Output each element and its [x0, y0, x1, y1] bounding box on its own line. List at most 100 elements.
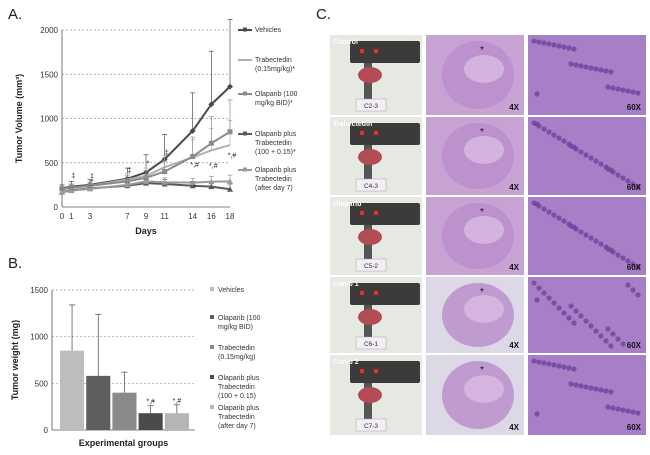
- legend-label: Olaparib plus Trabectedin (100 + 0.15)*: [255, 131, 297, 156]
- cell-nucleus: [541, 290, 547, 296]
- cell-nucleus: [593, 328, 599, 334]
- legend-label: Olaparib (100 mg/kg BID)*: [255, 91, 298, 107]
- cell-nucleus: [578, 229, 584, 235]
- bar-1: [86, 375, 111, 430]
- magnification-label: 60X: [627, 103, 642, 112]
- panel-b-label: B.: [8, 255, 23, 272]
- cell-nucleus: [630, 261, 636, 267]
- necrotic-region: [464, 375, 504, 403]
- cell-nucleus: [620, 341, 626, 347]
- cell-nucleus: [605, 326, 611, 332]
- cell-nucleus: [625, 258, 631, 264]
- legend-label: Trabectedin (0.15mg/kg)*: [255, 57, 295, 73]
- y-tick-label: 1000: [30, 333, 48, 342]
- magnification-label: 4X: [509, 423, 519, 432]
- caliper-icon: [350, 41, 420, 63]
- cell-nucleus: [546, 41, 552, 47]
- significance-annotation: *: [193, 184, 196, 191]
- cell-nucleus: [635, 292, 641, 298]
- magnification-label: 60X: [627, 423, 642, 432]
- cell-nucleus: [566, 365, 572, 371]
- sample-id: C6-1: [364, 341, 378, 348]
- group-label: Control: [333, 39, 358, 46]
- group-label: Comb 1: [333, 281, 359, 288]
- data-point: [189, 179, 196, 186]
- cell-nucleus: [531, 358, 537, 364]
- data-point: [162, 169, 168, 175]
- cell-nucleus: [593, 158, 599, 164]
- necrotic-region: [464, 295, 504, 323]
- legend-label: Olaparib plus Trabectedin (after day 7): [255, 167, 297, 192]
- cell-nucleus: [561, 138, 567, 144]
- cell-nucleus: [635, 410, 641, 416]
- cell-nucleus: [598, 387, 604, 393]
- cell-nucleus: [608, 167, 614, 173]
- cell-nucleus: [620, 407, 626, 413]
- cell-nucleus: [635, 184, 641, 190]
- x-tick-label: 7: [125, 212, 130, 221]
- cell-nucleus: [541, 360, 547, 366]
- cell-nucleus: [541, 126, 547, 132]
- data-point: [143, 178, 149, 184]
- cell-nucleus: [615, 172, 621, 178]
- x-axis-title: Experimental groups: [79, 438, 169, 448]
- caliper-display-dot: [360, 211, 364, 215]
- cell-nucleus: [566, 45, 572, 51]
- data-point: [59, 189, 65, 195]
- tumor-specimen: [358, 229, 382, 245]
- cell-nucleus: [541, 206, 547, 212]
- cell-nucleus: [578, 149, 584, 155]
- cell-nucleus: [588, 65, 594, 71]
- cell-nucleus: [593, 66, 599, 72]
- cell-nucleus: [615, 252, 621, 258]
- sample-id: C4-3: [364, 183, 378, 190]
- cell-nucleus: [608, 69, 614, 75]
- cell-nucleus: [551, 42, 557, 48]
- cell-nucleus: [546, 361, 552, 367]
- bar-2: [112, 392, 137, 430]
- cell-nucleus: [573, 382, 579, 388]
- y-tick-label: 2000: [40, 26, 58, 35]
- cell-nucleus: [608, 247, 614, 253]
- data-point: [227, 178, 233, 184]
- data-point: [227, 186, 233, 192]
- legend-label: Olaparib (100 mg/kg BID): [218, 315, 261, 331]
- cell-nucleus: [598, 333, 604, 339]
- magnification-label: 60X: [627, 263, 642, 272]
- y-axis-title: Tumor Volume (mm³): [14, 74, 24, 163]
- cell-nucleus: [561, 364, 567, 370]
- data-point: [161, 179, 168, 185]
- cell-nucleus: [534, 411, 540, 417]
- cell-nucleus: [536, 39, 542, 45]
- x-axis-title: Days: [135, 226, 157, 236]
- cell-nucleus: [635, 90, 641, 96]
- x-tick-label: 14: [188, 212, 197, 221]
- caliper-display-dot: [360, 131, 364, 135]
- cell-nucleus: [625, 178, 631, 184]
- cell-nucleus: [556, 215, 562, 221]
- cell-nucleus: [603, 164, 609, 170]
- significance-annotation: *,#: [190, 162, 199, 169]
- legend-swatch: [210, 287, 214, 291]
- x-tick-label: 9: [144, 212, 149, 221]
- cell-nucleus: [571, 366, 577, 372]
- caliper-display-dot: [360, 291, 364, 295]
- y-tick-label: 1000: [40, 115, 58, 124]
- caliper-display-dot: [360, 49, 364, 53]
- cell-nucleus: [546, 129, 552, 135]
- cell-nucleus: [578, 383, 584, 389]
- legend-label: Trabectedin (0.15mg/kg): [218, 345, 255, 361]
- histology-60x-panel: [528, 355, 646, 435]
- cell-nucleus: [568, 303, 574, 309]
- cell-nucleus: [571, 320, 577, 326]
- cell-nucleus: [556, 43, 562, 49]
- y-tick-label: 0: [44, 426, 49, 435]
- cell-nucleus: [571, 224, 577, 230]
- necrosis-asterisk: *: [480, 365, 484, 376]
- cell-nucleus: [561, 44, 567, 50]
- significance-annotation: *,#: [209, 163, 218, 170]
- cell-nucleus: [561, 310, 567, 316]
- sample-label-tag: [355, 98, 387, 112]
- cell-nucleus: [588, 323, 594, 329]
- cell-nucleus: [551, 300, 557, 306]
